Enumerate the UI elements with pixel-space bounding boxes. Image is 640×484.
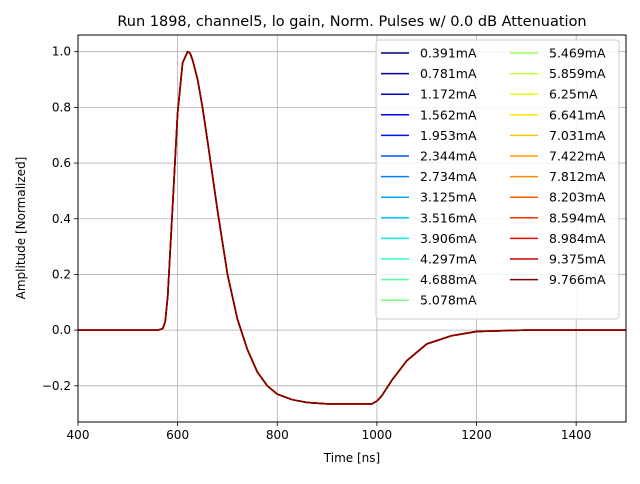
x-tick-label: 1200	[461, 428, 492, 442]
legend-label: 4.297mA	[420, 252, 477, 267]
plot-frame	[77, 34, 627, 423]
legend-label: 1.562mA	[420, 107, 477, 122]
y-tick-label: 1.0	[52, 45, 71, 59]
y-tick-label: 0.6	[52, 156, 71, 170]
x-tick-label: 400	[67, 428, 90, 442]
y-tick-label: −0.2	[42, 379, 71, 393]
x-tick-label: 600	[166, 428, 189, 442]
legend-label: 2.344mA	[420, 149, 477, 164]
axis-ticks: 400 600 800 1000 1200 1400 −0.2 0.0 0.2 0.4 0.6 0.8…	[42, 45, 592, 442]
y-axis-label: Amplitude [Normalized]	[14, 157, 28, 300]
y-tick-label: 0.2	[52, 267, 71, 281]
legend-box	[375, 39, 620, 320]
legend-label: 7.422mA	[549, 149, 606, 164]
legend-label: 4.688mA	[420, 272, 477, 287]
legend-label: 9.766mA	[549, 272, 606, 287]
legend-label: 6.25mA	[549, 87, 598, 102]
legend-label: 6.641mA	[549, 107, 606, 122]
legend-label: 7.031mA	[549, 128, 606, 143]
x-tick-label: 1400	[561, 428, 592, 442]
legend-label: 2.734mA	[420, 169, 477, 184]
legend-label: 1.172mA	[420, 87, 477, 102]
x-tick-label: 1000	[362, 428, 393, 442]
x-tick-label: 800	[266, 428, 289, 442]
legend-label: 3.516mA	[420, 210, 477, 225]
x-axis-label: Time [ns]	[323, 451, 380, 465]
legend-label: 3.125mA	[420, 190, 477, 205]
legend: 0.391mA 0.781mA 1.172mA 1.562mA 1.953mA 2.344…	[375, 39, 620, 320]
legend-label: 5.469mA	[549, 46, 606, 61]
series-lines	[78, 50, 626, 405]
y-tick-label: 0.8	[52, 100, 71, 114]
legend-label: 1.953mA	[420, 128, 477, 143]
legend-label: 8.594mA	[549, 210, 606, 225]
y-tick-label: 0.0	[52, 323, 71, 337]
chart-title: Run 1898, channel5, lo gain, Norm. Pulse…	[117, 14, 586, 30]
legend-label: 7.812mA	[549, 169, 606, 184]
legend-label: 0.781mA	[420, 66, 477, 81]
legend-label: 8.984mA	[549, 231, 606, 246]
legend-label: 8.203mA	[549, 190, 606, 205]
legend-label: 3.906mA	[420, 231, 477, 246]
legend-label: 9.375mA	[549, 252, 606, 267]
y-tick-label: 0.4	[52, 212, 71, 226]
series-line	[78, 50, 626, 405]
legend-label: 5.859mA	[549, 66, 606, 81]
legend-label: 0.391mA	[420, 46, 477, 61]
legend-label: 5.078mA	[420, 293, 477, 308]
